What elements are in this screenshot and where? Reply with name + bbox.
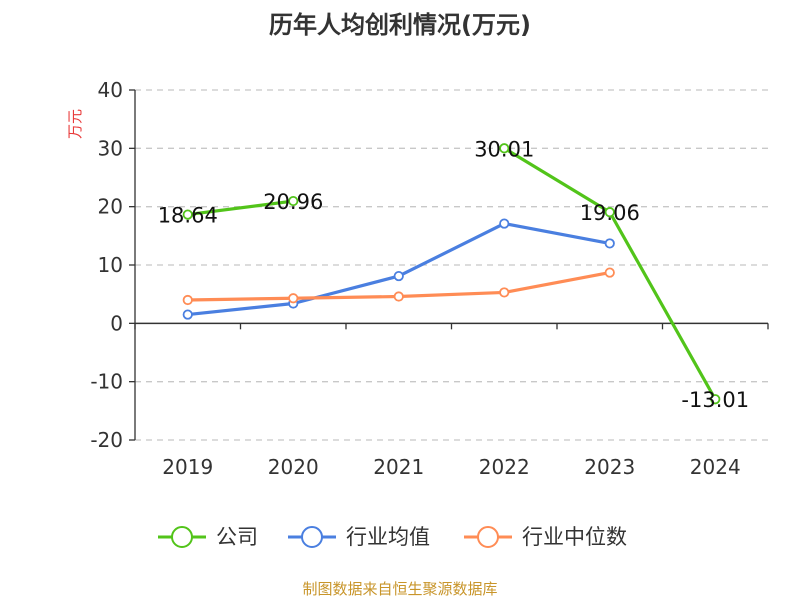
data-point	[604, 207, 615, 218]
data-point	[288, 195, 299, 207]
y-tick-label: 30	[98, 136, 123, 160]
y-tick-label: -10	[90, 370, 123, 394]
legend-label: 公司	[216, 525, 258, 549]
data-point	[393, 291, 404, 302]
data-point	[182, 209, 193, 220]
data-label: 18.64	[158, 204, 218, 228]
data-label: 20.96	[263, 190, 323, 214]
x-tick-label: 2024	[690, 455, 741, 479]
data-point	[499, 143, 510, 154]
legend-marker-icon	[171, 526, 193, 548]
x-tick-label: 2022	[479, 455, 530, 479]
data-point	[499, 287, 510, 298]
y-tick-label: 0	[110, 311, 123, 335]
y-tick-label: 20	[98, 195, 123, 219]
data-point	[604, 238, 615, 249]
data-point	[499, 218, 510, 229]
legend-label: 行业中位数	[522, 525, 627, 549]
series-line-0	[187, 199, 294, 217]
chart-title: 历年人均创利情况(万元)	[269, 11, 531, 39]
x-tick-label: 2021	[373, 455, 424, 479]
data-point	[710, 394, 721, 405]
data-label: 30.01	[474, 137, 534, 161]
data-point	[393, 270, 404, 282]
y-tick-label: -20	[90, 428, 123, 452]
y-tick-label: 10	[98, 253, 123, 277]
data-label: -13.01	[681, 388, 749, 412]
y-tick-label: 40	[98, 78, 123, 102]
legend-marker-icon	[477, 526, 499, 548]
source-note: 制图数据来自恒生聚源数据库	[302, 580, 497, 598]
y-axis-unit: 万元	[66, 109, 84, 139]
legend-marker-icon	[301, 526, 323, 548]
x-tick-label: 2020	[268, 455, 319, 479]
data-point	[604, 267, 615, 278]
x-tick-label: 2019	[162, 455, 213, 479]
data-point	[288, 293, 299, 304]
data-point	[182, 294, 193, 306]
data-label: 19.06	[580, 201, 640, 225]
x-tick-label: 2023	[584, 455, 635, 479]
data-point	[182, 309, 193, 320]
legend-label: 行业均值	[346, 525, 430, 549]
